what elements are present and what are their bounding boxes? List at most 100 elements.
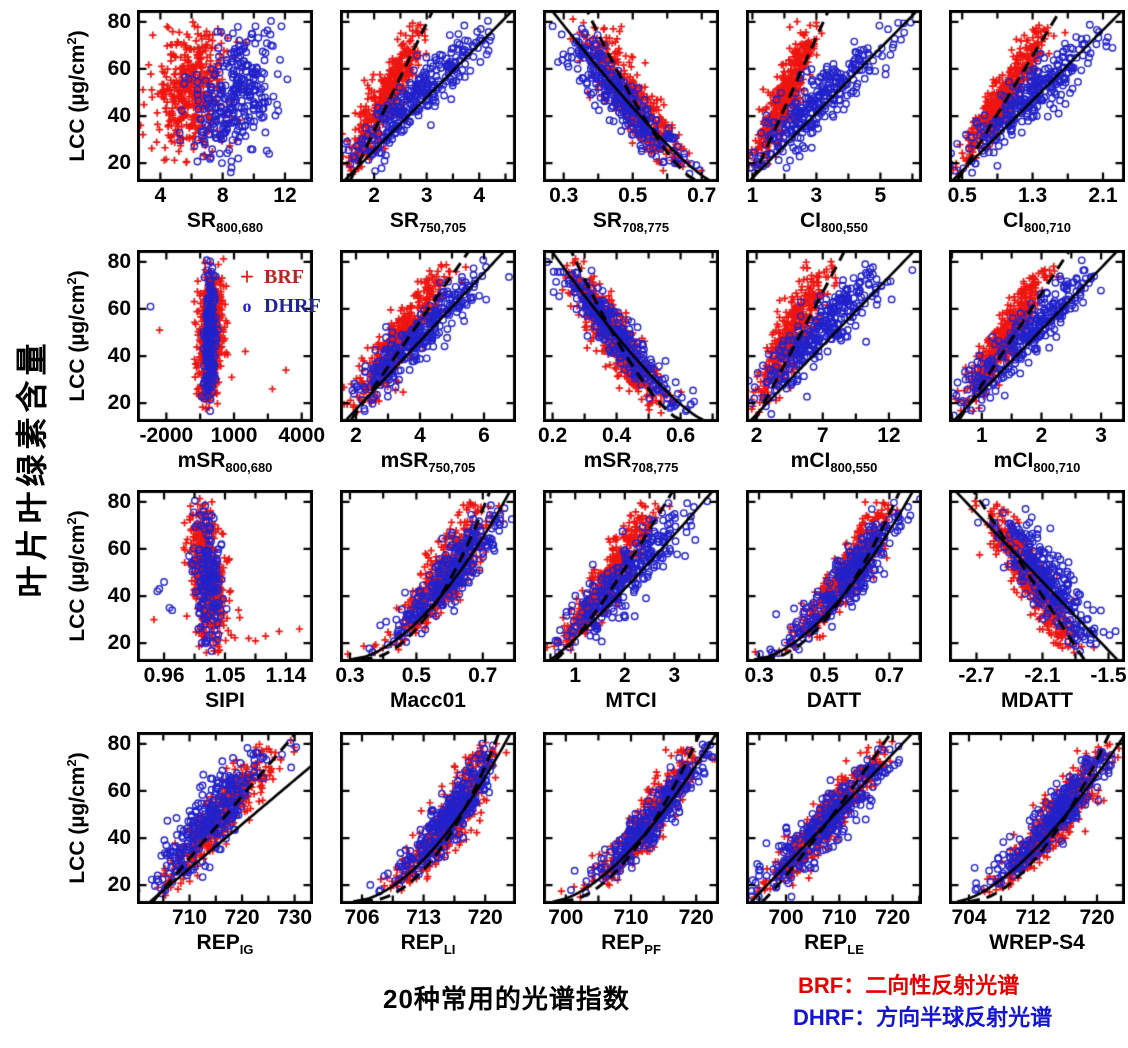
x-axis-label: Macc01 [340, 689, 516, 713]
panel-sr750705: 2 3 4 SR750,705 [340, 10, 516, 235]
panel-ci800710: 0.5 1.3 2.1 CI800,710 [948, 10, 1125, 235]
scatter-canvas [137, 10, 313, 182]
x-axis-label-subscript: 800,680 [216, 220, 264, 236]
x-tick-label: 713 [406, 906, 442, 929]
x-tick-label: 12 [877, 424, 901, 447]
x-tick-label: 710 [613, 906, 649, 929]
y-tick-label: 60 [107, 296, 131, 320]
x-tick-label: 2 [750, 424, 763, 447]
x-axis-label-base: DATT [806, 689, 862, 712]
y-axis-label: LCC (µg/cm2) [64, 752, 90, 883]
x-tick-label: 720 [1079, 906, 1115, 929]
x-tick-label: -2.1 [1024, 664, 1061, 687]
x-tick-label: 3 [668, 664, 681, 687]
x-axis-label-base: MTCI [605, 689, 657, 712]
x-axis-label-subscript: 750,705 [428, 460, 476, 476]
scatter-canvas [949, 732, 1125, 904]
panel-mci800710: 1 2 3 mCI800,710 [949, 250, 1125, 475]
x-tick-label: -2.7 [958, 664, 995, 687]
panel-repig: 710 720 730 REPIG 20 40 60 80 LCC (µg/cm2) [64, 732, 313, 957]
x-tick-label: 712 [1015, 906, 1051, 929]
x-tick-label: 1 [569, 664, 582, 687]
scatter-canvas [746, 10, 922, 182]
x-axis-label: REPLI [340, 931, 516, 962]
circle-marker-icon: o [242, 296, 252, 316]
panel-sipi: 0.96 1.05 1.14 SIPI 20 40 60 80 LCC (µg/cm2) [64, 490, 313, 712]
y-tick-label: 60 [107, 56, 131, 80]
scatter-canvas [949, 490, 1125, 662]
x-axis-label-base: mCI [790, 449, 831, 472]
x-tick-label: 12 [273, 184, 297, 207]
x-axis-label: SR750,705 [340, 209, 516, 240]
x-tick-label: 0.5 [809, 664, 839, 687]
x-axis-label-base: CI [800, 209, 821, 232]
scatter-canvas [340, 250, 516, 422]
footer-legend-brf-text: 二向性反射光谱 [865, 973, 1020, 998]
x-tick-label: 8 [216, 184, 229, 207]
y-tick-label: 80 [107, 9, 131, 33]
y-axis-label-close: ) [66, 270, 89, 278]
y-axis-label-close: ) [66, 510, 89, 518]
y-tick-label: 20 [107, 873, 131, 897]
y-tick-label: 20 [107, 631, 131, 655]
legend-entry-dhrf: o DHRF [234, 292, 321, 321]
x-tick-label: 704 [951, 906, 987, 929]
x-axis-label-subscript: 800,710 [1024, 220, 1071, 236]
x-tick-label: 2 [350, 424, 362, 447]
x-tick-label: 730 [277, 906, 313, 929]
x-axis-label-subscript: 750,705 [419, 220, 467, 236]
footer-legend-brf-label: BRF： [798, 973, 866, 998]
y-tick-label: 20 [107, 391, 131, 415]
x-axis-label: mSR750,705 [340, 449, 516, 480]
legend-entry-label: BRF [264, 266, 304, 288]
x-axis-label-base: REP [601, 931, 645, 954]
panel-msr800680: -2000 1000 4000 mSR800,680 20 40 60 80 LCC (µg/c… [64, 250, 325, 475]
x-axis-label-subscript: 800,710 [1033, 460, 1081, 476]
x-tick-label: 1 [975, 424, 988, 447]
footer-legend-dhrf: DHRF：方向半球反射光谱 [793, 1000, 1052, 1032]
x-tick-label: 720 [467, 906, 503, 929]
panel-mdatt: -2.7 -2.1 -1.5 MDATT [949, 490, 1127, 712]
x-axis-label-base: mCI [993, 449, 1034, 472]
footer-legend-dhrf-text: 方向半球反射光谱 [876, 1005, 1053, 1030]
x-axis-label-subscript: 708,775 [622, 220, 670, 236]
x-tick-label: 1.14 [265, 664, 307, 687]
plus-marker-icon: + [239, 263, 255, 291]
x-tick-label: 700 [548, 906, 584, 929]
x-axis-label: CI800,550 [746, 209, 922, 240]
scatter-canvas [543, 490, 719, 662]
x-axis-label-subscript: LE [847, 942, 864, 958]
x-tick-label: -2000 [139, 424, 194, 447]
x-axis-label-base: mSR [380, 449, 429, 472]
x-axis-label: mSR800,680 [137, 449, 313, 480]
x-axis-label: mCI800,710 [949, 449, 1125, 480]
y-axis-label-sup: 2 [64, 759, 79, 767]
x-tick-label: 1000 [210, 424, 258, 447]
x-axis-label-subscript: PF [644, 942, 661, 958]
x-axis-label: MDATT [949, 689, 1125, 713]
x-tick-label: 6 [478, 424, 490, 447]
x-tick-label: 4 [414, 424, 426, 447]
scatter-canvas [543, 10, 719, 182]
panel-msr708775: 0.2 0.4 0.6 mSR708,775 [538, 250, 719, 475]
x-tick-label: 0.7 [874, 664, 904, 687]
x-tick-label: 3 [1095, 424, 1107, 447]
x-axis-label-subscript: IG [239, 942, 254, 958]
panel-sr800680: 4 8 12 SR800,680 20 40 60 80 LCC (µg/cm2) [64, 10, 313, 235]
panel-msr750705: 2 4 6 mSR750,705 [340, 250, 516, 475]
x-axis-label: REPPF [543, 931, 719, 962]
x-tick-label: 700 [768, 906, 804, 929]
scatter-canvas [543, 732, 719, 904]
panel-macc01: 0.3 0.5 0.7 Macc01 [335, 490, 516, 712]
x-axis-label-subscript: 708,775 [631, 460, 679, 476]
x-tick-label: 0.7 [468, 664, 498, 687]
x-axis-label: SR708,775 [543, 209, 719, 240]
x-tick-label: 0.6 [665, 424, 696, 447]
x-tick-label: 0.96 [143, 664, 185, 687]
x-axis-label-base: SIPI [205, 689, 245, 712]
panel-ci800550: 1 3 5 CI800,550 [746, 10, 922, 235]
panel-datt: 0.3 0.5 0.7 DATT [744, 490, 922, 712]
panel-sr708775: 0.3 0.5 0.7 SR708,775 [543, 10, 719, 235]
x-tick-label: 4 [473, 184, 486, 207]
